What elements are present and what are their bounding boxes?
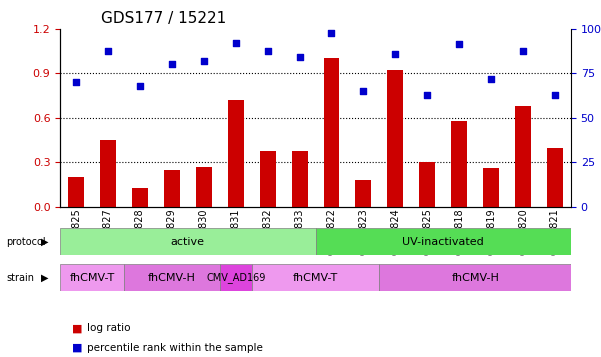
FancyBboxPatch shape	[60, 264, 124, 291]
Point	[167, 61, 177, 67]
FancyBboxPatch shape	[60, 228, 316, 255]
Bar	[291, 151, 308, 207]
FancyBboxPatch shape	[252, 264, 379, 291]
Point	[199, 58, 209, 64]
Bar	[164, 170, 180, 207]
Point	[135, 83, 145, 89]
Bar	[323, 58, 340, 207]
Point	[231, 40, 240, 46]
Text: fhCMV-T: fhCMV-T	[69, 272, 115, 283]
Text: fhCMV-H: fhCMV-H	[451, 272, 499, 283]
Point	[294, 54, 304, 60]
Point	[72, 79, 81, 85]
Text: ▶: ▶	[41, 237, 49, 247]
FancyBboxPatch shape	[220, 264, 252, 291]
Bar	[451, 121, 467, 207]
Text: fhCMV-T: fhCMV-T	[293, 272, 338, 283]
FancyBboxPatch shape	[124, 264, 220, 291]
Text: fhCMV-H: fhCMV-H	[148, 272, 196, 283]
Text: ▶: ▶	[41, 273, 49, 283]
Bar	[547, 147, 563, 207]
Point	[423, 92, 432, 97]
Bar	[100, 140, 116, 207]
Bar	[228, 100, 243, 207]
Text: UV-inactivated: UV-inactivated	[402, 237, 484, 247]
Text: percentile rank within the sample: percentile rank within the sample	[87, 343, 263, 353]
Bar	[68, 177, 84, 207]
Bar	[388, 70, 403, 207]
Bar	[260, 151, 276, 207]
Point	[391, 51, 400, 57]
Text: strain: strain	[6, 273, 34, 283]
Point	[103, 48, 113, 54]
Bar	[515, 106, 531, 207]
Point	[550, 92, 560, 97]
Text: ■: ■	[72, 323, 82, 333]
Text: CMV_AD169: CMV_AD169	[206, 272, 266, 283]
Point	[263, 48, 272, 54]
Text: ■: ■	[72, 343, 82, 353]
Text: protocol: protocol	[6, 237, 46, 247]
Text: active: active	[171, 237, 205, 247]
Bar	[483, 169, 499, 207]
FancyBboxPatch shape	[316, 228, 571, 255]
Point	[359, 88, 368, 94]
Text: GDS177 / 15221: GDS177 / 15221	[101, 11, 226, 26]
Point	[454, 41, 464, 46]
Text: log ratio: log ratio	[87, 323, 130, 333]
Bar	[355, 180, 371, 207]
Point	[327, 30, 337, 36]
Bar	[132, 188, 148, 207]
Point	[486, 76, 496, 81]
Point	[518, 48, 528, 54]
Bar	[419, 162, 435, 207]
Bar	[196, 167, 212, 207]
FancyBboxPatch shape	[379, 264, 571, 291]
